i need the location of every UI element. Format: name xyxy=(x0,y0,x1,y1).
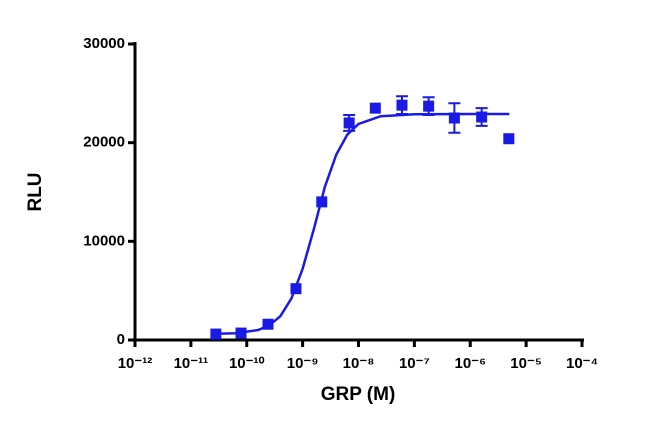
y-tick-label: 10000 xyxy=(83,232,125,249)
x-tick-label: 10⁻¹¹ xyxy=(174,355,209,372)
x-tick-label: 10⁻⁵ xyxy=(510,355,542,372)
x-axis-label: GRP (M) xyxy=(321,384,396,405)
y-tick-label: 0 xyxy=(117,331,125,348)
point xyxy=(448,112,460,124)
x-tick-label: 10⁻⁹ xyxy=(287,355,319,372)
x-tick-label: 10⁻⁴ xyxy=(566,355,598,372)
point xyxy=(423,100,435,112)
fit-curve xyxy=(213,112,510,336)
x-tick-label: 10⁻⁸ xyxy=(343,355,375,372)
point xyxy=(369,102,381,114)
y-axis-label: RLU xyxy=(25,172,46,211)
y-tick-label: 30000 xyxy=(83,35,125,52)
y-tick-label: 20000 xyxy=(83,134,125,151)
x-tick-label: 10⁻¹⁰ xyxy=(229,355,265,372)
point xyxy=(396,99,408,111)
x-tick-label: 10⁻⁷ xyxy=(399,355,430,372)
x-tick-label: 10⁻⁶ xyxy=(454,355,486,372)
point xyxy=(343,117,355,129)
x-tick-label: 10⁻¹² xyxy=(118,355,153,372)
point xyxy=(262,318,274,330)
point xyxy=(503,133,515,145)
point xyxy=(476,111,488,123)
